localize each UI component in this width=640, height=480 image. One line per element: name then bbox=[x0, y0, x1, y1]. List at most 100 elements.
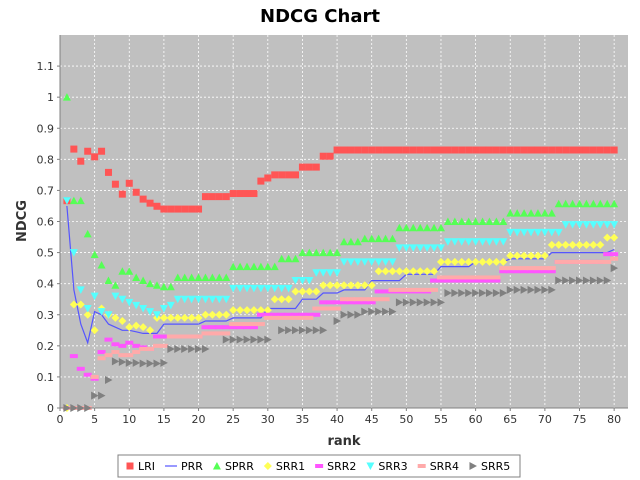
data-point-sprr bbox=[97, 261, 106, 269]
data-point-lri bbox=[582, 146, 590, 154]
data-point-sprr bbox=[499, 217, 508, 225]
data-point-srr5 bbox=[492, 288, 501, 297]
data-point-lri bbox=[326, 152, 334, 160]
data-point-srr5 bbox=[402, 298, 411, 307]
data-point-srr4 bbox=[152, 343, 161, 348]
data-point-sprr bbox=[554, 199, 563, 208]
data-point-srr5 bbox=[569, 276, 577, 285]
data-point-srr1 bbox=[111, 313, 120, 322]
data-point-sprr bbox=[69, 196, 78, 205]
data-point-srr5 bbox=[361, 307, 369, 316]
x-tick-label: 70 bbox=[538, 413, 552, 426]
data-point-lri bbox=[167, 205, 175, 213]
data-point-srr2 bbox=[97, 350, 106, 355]
data-point-srr1 bbox=[533, 251, 542, 260]
data-point-srr2 bbox=[346, 300, 355, 305]
data-point-srr2 bbox=[326, 300, 335, 305]
data-point-sprr bbox=[485, 217, 494, 225]
data-point-srr4 bbox=[395, 287, 404, 292]
data-point-srr1 bbox=[256, 306, 265, 315]
data-point-sprr bbox=[263, 262, 272, 271]
data-point-srr2 bbox=[159, 334, 168, 339]
data-point-srr3 bbox=[201, 295, 210, 304]
data-point-srr1 bbox=[589, 240, 598, 249]
data-point-srr3 bbox=[485, 238, 494, 246]
legend-item-srr4: SRR4 bbox=[417, 460, 459, 473]
data-point-srr1 bbox=[305, 287, 314, 296]
data-point-srr4 bbox=[353, 297, 362, 302]
data-point-srr4 bbox=[513, 266, 522, 271]
data-point-srr4 bbox=[416, 287, 425, 292]
data-point-srr1 bbox=[201, 310, 210, 319]
legend-item-prr: PRR bbox=[165, 460, 203, 473]
data-point-lri bbox=[153, 202, 161, 210]
data-point-lri bbox=[361, 146, 369, 154]
series-layer bbox=[62, 93, 619, 412]
data-point-srr1 bbox=[547, 240, 556, 249]
data-point-srr3 bbox=[222, 295, 231, 304]
data-point-srr3 bbox=[367, 258, 376, 266]
data-point-lri bbox=[319, 152, 327, 160]
data-point-srr2 bbox=[353, 300, 362, 305]
data-point-srr3 bbox=[547, 228, 556, 237]
data-point-srr1 bbox=[430, 267, 439, 276]
data-point-lri bbox=[125, 179, 133, 187]
data-point-sprr bbox=[471, 217, 480, 225]
data-point-sprr bbox=[423, 223, 432, 232]
data-point-srr2 bbox=[83, 372, 92, 377]
data-point-lri bbox=[603, 146, 611, 154]
data-point-srr2 bbox=[340, 300, 348, 305]
data-point-srr2 bbox=[533, 269, 542, 274]
y-tick-label: 0 bbox=[47, 402, 54, 415]
data-point-srr5 bbox=[527, 285, 536, 294]
data-point-srr4 bbox=[478, 275, 487, 280]
y-tick-label: 0.1 bbox=[37, 371, 55, 384]
data-point-sprr bbox=[173, 273, 182, 281]
data-point-lri bbox=[534, 146, 542, 154]
data-point-sprr bbox=[326, 248, 335, 257]
data-point-srr2 bbox=[520, 269, 529, 274]
data-point-srr1 bbox=[291, 287, 300, 296]
y-tick-label: 1 bbox=[47, 91, 54, 104]
data-point-lri bbox=[589, 146, 597, 154]
data-point-srr5 bbox=[472, 288, 480, 297]
data-point-srr2 bbox=[236, 325, 245, 330]
data-point-sprr bbox=[575, 199, 584, 208]
data-point-sprr bbox=[547, 209, 556, 217]
data-point-srr5 bbox=[91, 391, 99, 400]
data-point-srr4 bbox=[270, 315, 279, 320]
data-point-srr3 bbox=[97, 308, 106, 316]
data-point-srr3 bbox=[610, 221, 619, 229]
data-point-lri bbox=[132, 188, 140, 196]
data-point-srr5 bbox=[513, 285, 522, 294]
data-point-srr2 bbox=[547, 269, 556, 274]
data-point-lri bbox=[375, 146, 383, 154]
data-point-lri bbox=[118, 190, 126, 198]
x-tick-label: 35 bbox=[295, 413, 309, 426]
data-point-srr1 bbox=[215, 310, 224, 319]
data-point-srr3 bbox=[277, 284, 286, 293]
data-point-srr2 bbox=[256, 312, 265, 317]
data-point-lri bbox=[437, 146, 445, 154]
data-point-srr1 bbox=[173, 313, 182, 322]
data-point-srr5 bbox=[319, 326, 328, 335]
data-point-sprr bbox=[416, 223, 425, 232]
data-point-srr1 bbox=[319, 281, 328, 290]
data-point-srr4 bbox=[111, 350, 120, 355]
data-point-srr4 bbox=[603, 259, 612, 264]
data-point-srr3 bbox=[312, 269, 321, 277]
data-point-srr5 bbox=[416, 298, 425, 307]
data-point-srr4 bbox=[409, 287, 418, 292]
data-point-srr4 bbox=[229, 322, 238, 327]
data-point-lri bbox=[555, 146, 563, 154]
data-point-srr1 bbox=[575, 240, 584, 249]
data-point-lri bbox=[527, 146, 535, 154]
data-point-srr1 bbox=[326, 281, 335, 290]
data-point-sprr bbox=[436, 223, 445, 232]
data-point-sprr bbox=[312, 248, 321, 257]
data-point-sprr bbox=[215, 273, 224, 281]
data-point-srr1 bbox=[229, 306, 238, 315]
data-point-srr5 bbox=[312, 326, 321, 335]
data-point-lri bbox=[250, 190, 258, 198]
data-point-lri bbox=[513, 146, 521, 154]
